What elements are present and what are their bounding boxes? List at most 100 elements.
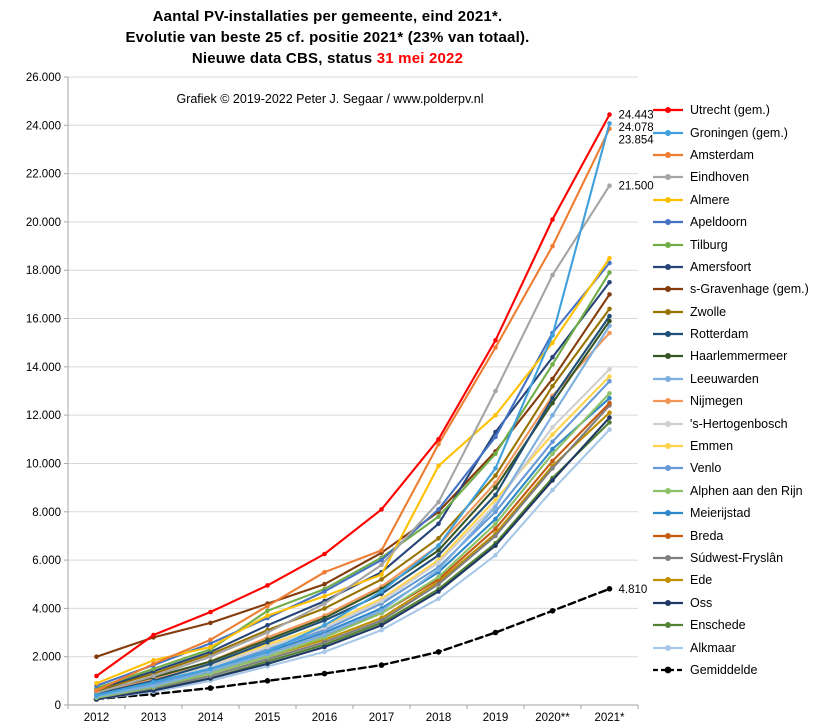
data-point-marker [379, 618, 384, 623]
x-tick-label: 2019 [483, 712, 509, 724]
legend-label: Meierijstad [690, 506, 751, 521]
legend-item-apeldoorn: Apeldoorn [652, 211, 825, 233]
data-point-marker [493, 485, 498, 490]
y-tick-label: 2.000 [32, 652, 61, 664]
data-point-marker [550, 458, 555, 464]
legend-item-rotterdam: Rotterdam [652, 323, 825, 345]
data-point-marker [379, 598, 384, 604]
legend-line-marker-swatch [653, 331, 683, 338]
legend-line-marker-swatch [653, 443, 683, 450]
legend-line-marker-swatch [653, 308, 683, 315]
data-point-marker [493, 516, 498, 522]
y-tick-label: 24.000 [26, 120, 61, 132]
data-point-marker [436, 521, 441, 527]
y-tick-label: 8.000 [32, 507, 61, 519]
data-point-marker [265, 644, 270, 650]
end-value-label: 23.854 [619, 135, 655, 147]
end-value-label: 24.078 [619, 122, 654, 134]
data-point-marker [322, 644, 327, 650]
legend-line-marker-swatch [653, 487, 683, 494]
legend-item-s-gravenhage-gem: s-Gravenhage (gem.) [652, 278, 825, 300]
legend-label: Amsterdam [690, 147, 754, 162]
data-point-marker [322, 618, 327, 623]
data-point-marker [607, 260, 612, 266]
y-tick-label: 4.000 [32, 603, 61, 615]
data-point-marker [493, 388, 498, 394]
series-line [95, 324, 611, 698]
legend-item-oss: Oss [652, 592, 825, 614]
legend-label: Breda [690, 528, 724, 543]
data-point-marker [436, 463, 441, 469]
data-point-marker [607, 292, 612, 297]
legend-item-meierijstad: Meierijstad [652, 502, 825, 524]
data-point-marker [607, 121, 612, 126]
x-tick-label: 2013 [141, 712, 167, 724]
data-point-marker [607, 415, 612, 420]
data-point-marker [493, 543, 498, 548]
legend-line-marker-swatch [653, 622, 683, 629]
x-tick-label: 2018 [426, 712, 452, 724]
data-point-marker [265, 623, 270, 628]
data-point-marker [94, 673, 99, 679]
legend-item-eindhoven: Eindhoven [652, 166, 825, 188]
data-point-marker [208, 644, 213, 650]
legend-item-gemiddelde: Gemiddelde [652, 659, 825, 681]
legend-line-marker-swatch [653, 196, 683, 203]
data-point-marker [550, 487, 555, 493]
legend-item-ede: Ede [652, 569, 825, 591]
data-point-marker [493, 434, 498, 440]
data-point-marker [492, 629, 499, 636]
data-point-marker [436, 507, 441, 512]
data-point-marker [151, 673, 156, 679]
data-point-marker [151, 679, 156, 685]
series-line [95, 587, 611, 701]
legend-item-breda: Breda [652, 524, 825, 546]
series-line [95, 122, 611, 697]
legend-line-marker-swatch [653, 353, 683, 360]
legend-label: Rotterdam [690, 327, 749, 342]
data-point-marker [607, 255, 612, 261]
y-tick-label: 10.000 [26, 458, 61, 470]
legend-label: Ede [690, 573, 713, 588]
chart-legend: Utrecht (gem.) Groningen (gem.) Amsterdam E… [652, 99, 825, 681]
data-point-marker [550, 272, 555, 278]
data-point-marker [607, 323, 612, 329]
data-point-marker [550, 439, 555, 445]
data-point-marker [436, 589, 441, 594]
data-point-marker [607, 400, 612, 406]
data-point-marker [265, 649, 270, 655]
data-point-marker [94, 654, 99, 659]
series-line [95, 315, 611, 696]
legend-label: Apeldoorn [690, 215, 747, 230]
data-point-marker [550, 446, 555, 452]
legend-item-s-hertogenbosch: 's-Hertogenbosch [652, 412, 825, 434]
data-point-marker [607, 410, 612, 416]
legend-item-nijmegen: Nijmegen [652, 390, 825, 412]
data-point-marker [550, 333, 555, 338]
data-point-marker [436, 574, 441, 580]
legend-label: Nijmegen [690, 394, 743, 409]
data-point-marker [607, 367, 612, 372]
data-point-marker [550, 376, 555, 382]
y-tick-label: 20.000 [26, 217, 61, 229]
y-tick-label: 12.000 [26, 410, 61, 422]
data-point-marker [208, 637, 213, 643]
chart-copyright: Grafiek © 2019-2022 Peter J. Segaar / ww… [176, 92, 484, 106]
data-point-marker [493, 412, 498, 418]
legend-label: Oss [690, 595, 713, 610]
data-point-marker [436, 560, 441, 565]
legend-item-venlo: Venlo [652, 457, 825, 479]
legend-line-marker-swatch [653, 286, 683, 293]
legend-label: Groningen (gem.) [690, 125, 788, 140]
series-line [95, 307, 611, 692]
data-point-marker [550, 354, 555, 360]
legend-line-marker-swatch [653, 465, 683, 472]
data-point-marker [550, 395, 555, 401]
data-point-marker [321, 670, 328, 677]
series-line [95, 428, 611, 701]
data-point-marker [436, 514, 441, 519]
data-point-marker [607, 306, 612, 312]
legend-line-marker-swatch [653, 599, 683, 606]
data-point-marker [265, 661, 270, 667]
chart-title-status-date: 31 mei 2022 [376, 50, 464, 67]
